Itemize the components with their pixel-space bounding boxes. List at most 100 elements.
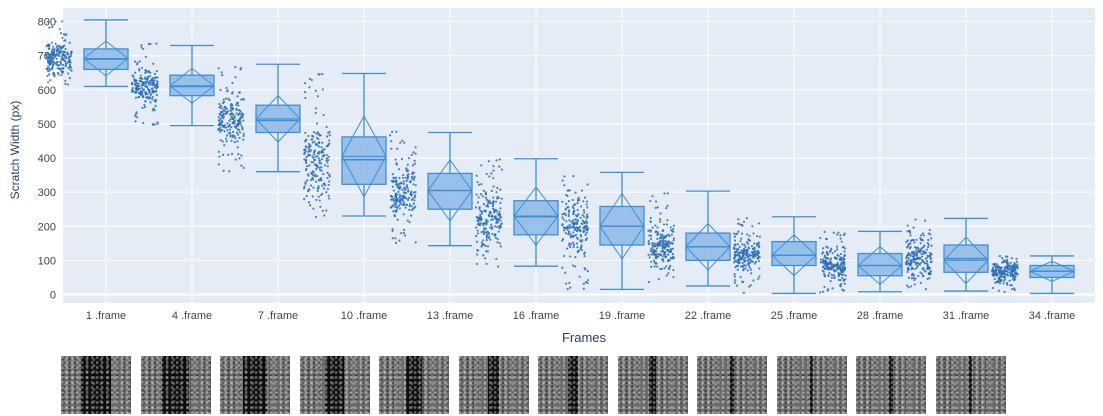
- data-point: [568, 242, 571, 245]
- data-point: [391, 185, 394, 188]
- data-point: [322, 113, 325, 117]
- frame-thumbnail: [458, 356, 529, 414]
- data-point: [495, 159, 498, 162]
- data-point: [146, 92, 149, 96]
- scratch-gap: [487, 356, 500, 414]
- data-point: [144, 76, 147, 79]
- data-point: [574, 191, 577, 194]
- data-point: [309, 149, 313, 152]
- data-point: [662, 240, 666, 243]
- data-point: [745, 241, 748, 244]
- data-point: [664, 245, 667, 248]
- data-point: [308, 188, 311, 192]
- data-point: [54, 20, 57, 23]
- data-point: [1007, 265, 1010, 268]
- data-point: [569, 255, 572, 258]
- data-point: [906, 284, 909, 287]
- data-point: [402, 213, 405, 216]
- data-point: [562, 218, 565, 221]
- data-point: [311, 195, 314, 198]
- data-point: [482, 222, 485, 225]
- data-point: [236, 95, 239, 98]
- data-point: [648, 256, 651, 259]
- data-point: [395, 203, 398, 206]
- data-point: [236, 119, 239, 122]
- data-point: [649, 230, 652, 233]
- data-point: [48, 69, 52, 72]
- data-point: [236, 124, 239, 127]
- data-point: [574, 218, 577, 221]
- data-point: [1004, 276, 1007, 279]
- data-point: [220, 111, 223, 114]
- data-point: [663, 235, 666, 238]
- data-point: [149, 71, 152, 74]
- data-point: [227, 125, 230, 128]
- data-point: [844, 247, 847, 250]
- data-point: [326, 165, 329, 168]
- data-point: [64, 79, 67, 82]
- data-point: [499, 188, 502, 191]
- data-point: [145, 96, 148, 99]
- box-4: [302, 72, 387, 219]
- data-point: [156, 83, 159, 86]
- data-point: [992, 286, 995, 290]
- data-point: [927, 273, 931, 276]
- data-point: [233, 116, 236, 120]
- data-point: [151, 87, 154, 90]
- data-point: [740, 249, 743, 252]
- data-point: [401, 139, 404, 142]
- data-point: [389, 134, 392, 137]
- data-point: [842, 260, 845, 263]
- data-point: [234, 137, 237, 140]
- data-point: [584, 233, 587, 236]
- cell-texture: [617, 356, 688, 414]
- data-point: [240, 115, 243, 118]
- data-point: [742, 291, 746, 294]
- data-point: [672, 255, 675, 258]
- data-point: [307, 143, 311, 146]
- data-point: [563, 184, 566, 187]
- data-point: [739, 275, 742, 279]
- data-point: [485, 172, 488, 175]
- data-point: [915, 266, 919, 269]
- x-tick-label: 19 .frame: [599, 310, 645, 322]
- data-point: [218, 106, 221, 109]
- data-point: [218, 155, 221, 158]
- data-point: [499, 245, 502, 248]
- data-point: [842, 289, 846, 292]
- data-point: [1012, 270, 1015, 273]
- data-point: [583, 211, 586, 214]
- data-point: [141, 95, 144, 98]
- data-point: [217, 124, 220, 127]
- data-point: [928, 228, 931, 232]
- data-point: [741, 265, 744, 269]
- data-point: [911, 258, 914, 261]
- data-point: [747, 246, 750, 249]
- data-point: [58, 52, 62, 55]
- data-point: [220, 114, 223, 117]
- data-point: [328, 133, 331, 137]
- data-point: [498, 158, 501, 161]
- data-point: [991, 268, 994, 271]
- data-point: [564, 208, 567, 211]
- data-point: [651, 226, 654, 229]
- data-point: [740, 232, 744, 235]
- data-point: [649, 234, 653, 237]
- data-point: [151, 98, 154, 101]
- data-point: [488, 210, 491, 213]
- data-point: [60, 57, 63, 60]
- data-point: [52, 61, 55, 64]
- data-point: [238, 112, 241, 115]
- data-point: [134, 83, 137, 87]
- data-point: [921, 255, 924, 258]
- data-point: [844, 274, 847, 277]
- data-point: [153, 82, 156, 86]
- data-point: [659, 220, 662, 223]
- data-point: [64, 55, 68, 58]
- data-point: [564, 227, 567, 230]
- data-point: [225, 137, 228, 140]
- data-point: [578, 226, 581, 229]
- data-point: [492, 169, 495, 172]
- data-point: [650, 260, 653, 263]
- data-point: [910, 260, 913, 263]
